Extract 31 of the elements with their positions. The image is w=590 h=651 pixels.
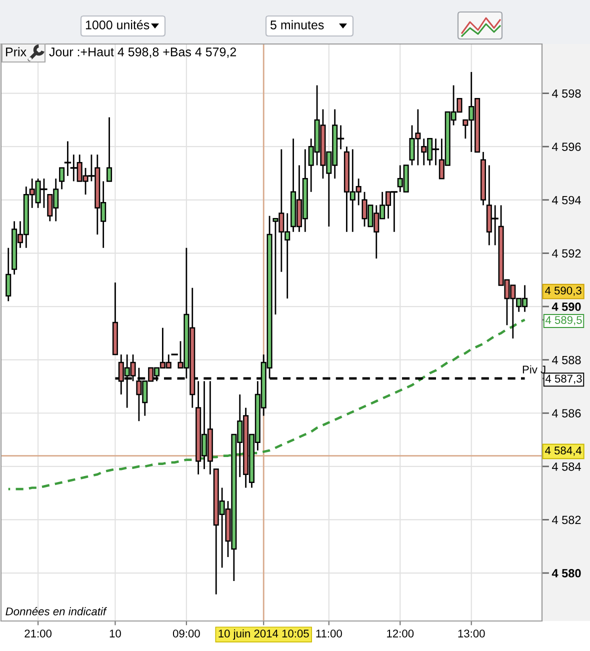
- x-tick-label: 10: [110, 630, 121, 638]
- y-tick-label: 4 592: [552, 249, 581, 258]
- candlestick: [59, 167, 65, 190]
- x-tick-label: 11:00: [316, 630, 342, 638]
- candlestick: [106, 116, 112, 182]
- x-tick-label: 13:00: [458, 630, 485, 638]
- candlestick: [6, 247, 12, 302]
- text: 1000 unités: [86, 20, 150, 30]
- candlestick: [64, 140, 72, 177]
- annotation: Données en indicatif: [6, 607, 107, 616]
- y-tick-label: 4 586: [552, 409, 581, 418]
- y-tick-label: 4 598: [552, 89, 581, 98]
- chart-title: Prix: [6, 47, 26, 56]
- y-tick-label: 4 590: [552, 302, 581, 311]
- y-tick-label: 4 582: [552, 516, 581, 524]
- x-tick-label: 12:00: [387, 630, 414, 638]
- y-tick-label: 4 588: [552, 356, 581, 364]
- y-tick-label: 4 589,5: [545, 316, 582, 326]
- x-tick-label: 21:00: [24, 630, 52, 638]
- x-tick-label: 09:00: [172, 630, 200, 638]
- series-label: Piv J: [522, 365, 546, 374]
- y-tick-label: 4 596: [552, 142, 581, 151]
- y-tick-label: 4 587,3: [545, 374, 582, 384]
- text: 4 590,3: [545, 286, 582, 296]
- text: 5 minutes: [270, 20, 324, 30]
- y-tick-label: 4 594: [552, 196, 581, 204]
- chart-subtitle: Jour :+Haut 4 598,8 +Bas 4 579,2: [49, 48, 236, 58]
- y-tick-label: 4 580: [552, 569, 581, 578]
- x-tick-label: 10 juin 2014 10:05: [218, 629, 309, 640]
- y-tick-label: 4 584: [552, 462, 581, 471]
- ref-line-label: 4 584,4: [545, 446, 582, 456]
